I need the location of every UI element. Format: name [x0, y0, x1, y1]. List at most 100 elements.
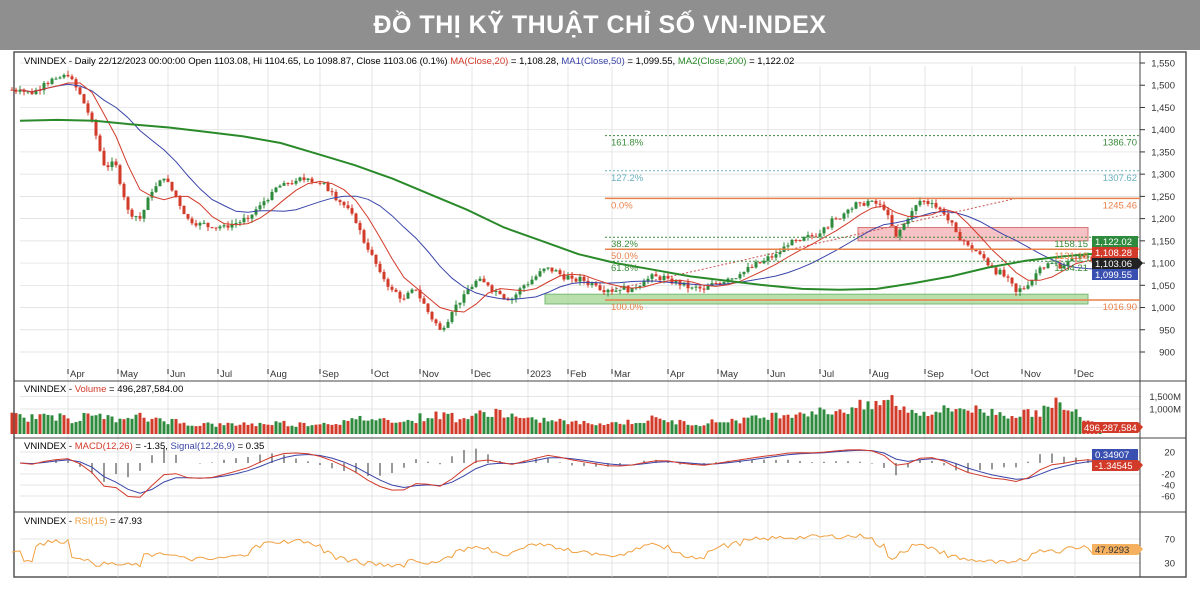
- candle-body: [594, 283, 598, 286]
- fib-value-label: 1386.70: [1103, 138, 1137, 149]
- candle-body: [1066, 261, 1070, 266]
- volume-bar: [70, 423, 74, 434]
- candle-body: [994, 267, 998, 275]
- candle-body: [10, 89, 14, 91]
- x-tick-label: Sep: [927, 369, 944, 380]
- volume-bar: [278, 422, 282, 434]
- fib-level-label: 0.0%: [611, 200, 633, 211]
- volume-bar: [994, 414, 998, 434]
- volume-bar: [422, 421, 426, 434]
- volume-bar: [246, 424, 250, 434]
- volume-bar: [602, 425, 606, 434]
- candle-body: [902, 223, 906, 230]
- candle-body: [502, 294, 506, 299]
- macd-header: VNINDEX - MACD(12,26) = -1.35, Signal(12…: [24, 441, 264, 452]
- volume-bar: [698, 426, 702, 434]
- volume-bar: [374, 420, 378, 434]
- candle-body: [114, 161, 118, 166]
- volume-bar: [78, 420, 82, 434]
- candle-body: [58, 77, 62, 79]
- candle-body: [966, 241, 970, 246]
- volume-bar: [962, 409, 966, 434]
- candle-body: [838, 218, 842, 220]
- candle-body: [190, 218, 194, 224]
- candle-body: [998, 269, 1002, 275]
- candle-body: [490, 285, 494, 292]
- candle-body: [522, 285, 526, 289]
- volume-bar: [1010, 416, 1014, 434]
- volume-bar: [382, 418, 386, 434]
- candles: [10, 70, 1102, 332]
- ma20-line: [19, 82, 1101, 313]
- support-zone: [544, 293, 1089, 305]
- volume-bar: [142, 417, 146, 434]
- volume-bar: [1030, 416, 1034, 434]
- candle-body: [366, 242, 370, 250]
- volume-bar: [1058, 402, 1062, 434]
- volume-bar: [410, 420, 414, 434]
- volume-bar: [90, 415, 94, 434]
- volume-bar: [510, 413, 514, 434]
- candle-body: [862, 203, 866, 206]
- fib-value-label: 1307.62: [1103, 173, 1137, 184]
- candle-body: [446, 321, 450, 328]
- volume-bar: [934, 411, 938, 434]
- volume-bar: [194, 426, 198, 434]
- volume-bar: [550, 420, 554, 434]
- volume-bar: [998, 412, 1002, 434]
- volume-bar: [838, 409, 842, 434]
- volume-bar: [1078, 416, 1082, 434]
- candle-body: [390, 286, 394, 290]
- volume-bar: [110, 416, 114, 434]
- candle-body: [954, 222, 958, 232]
- candle-body: [834, 218, 838, 220]
- x-tick-label: Jul: [220, 369, 232, 380]
- candle-body: [530, 279, 534, 285]
- candle-body: [686, 282, 690, 289]
- candle-body: [338, 200, 342, 203]
- volume-bar: [98, 413, 102, 434]
- x-tick-label: Jun: [170, 369, 185, 380]
- candle-body: [66, 74, 70, 77]
- volume-bar: [802, 413, 806, 434]
- macd-badge-text: -1.34545: [1095, 461, 1133, 472]
- candle-body: [938, 207, 942, 210]
- candle-body: [462, 294, 466, 303]
- candle-body: [362, 230, 366, 243]
- macd-badge: [1092, 460, 1143, 471]
- candle-body: [1050, 263, 1054, 265]
- candle-body: [286, 183, 290, 185]
- candle-body: [14, 89, 18, 92]
- x-tick-label: Apr: [70, 369, 85, 380]
- volume-bar: [790, 417, 794, 434]
- volume-header: VNINDEX - Volume = 496,287,584.00: [24, 384, 183, 395]
- candle-body: [762, 260, 766, 264]
- candle-body: [194, 223, 198, 226]
- macd-pane: [19, 448, 1101, 498]
- candle-body: [454, 304, 458, 312]
- volume-bar: [834, 411, 838, 434]
- volume-bar: [446, 413, 450, 434]
- volume-bar: [650, 415, 654, 434]
- volume-bar: [774, 412, 778, 434]
- candle-body: [254, 209, 258, 215]
- volume-bar: [126, 417, 130, 434]
- volume-bar: [198, 425, 202, 434]
- candle-body: [294, 180, 298, 184]
- candle-body: [378, 263, 382, 272]
- volume-bar: [14, 413, 18, 434]
- volume-bar: [310, 425, 314, 434]
- candle-body: [302, 177, 306, 181]
- volume-bar: [286, 426, 290, 434]
- rsi-line: [11, 533, 1101, 568]
- candle-body: [854, 202, 858, 209]
- volume-bar: [334, 424, 338, 434]
- candle-body: [26, 91, 30, 93]
- candle-body: [62, 74, 66, 78]
- volume-bar: [154, 417, 158, 434]
- fib-value-label: 1016.90: [1103, 302, 1137, 313]
- volume-bar: [782, 415, 786, 434]
- candle-body: [186, 214, 190, 219]
- volume-bar: [654, 417, 658, 434]
- candle-body: [866, 200, 870, 206]
